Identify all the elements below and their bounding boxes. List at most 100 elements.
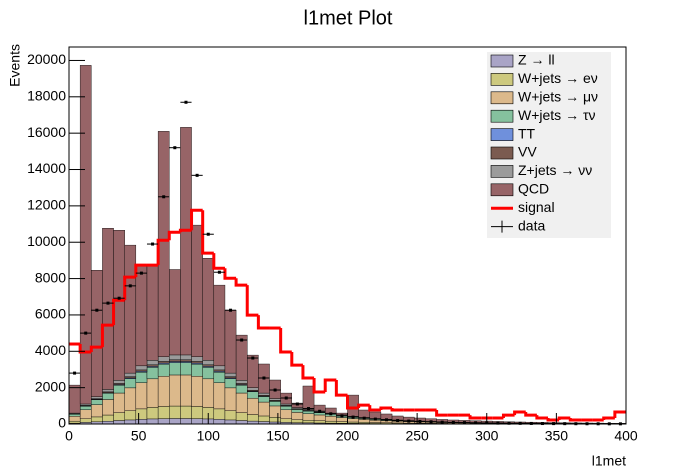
bar-segment [135, 369, 148, 372]
chart-title: l1met Plot [304, 7, 393, 29]
bar-segment [113, 420, 125, 425]
signal-step [557, 416, 571, 421]
data-point [151, 242, 155, 246]
legend-swatch [490, 73, 514, 86]
data-point [396, 419, 400, 423]
signal-step [156, 238, 170, 266]
data-point [195, 173, 199, 177]
bar-segment [68, 384, 81, 414]
bar-segment [157, 356, 170, 362]
bar-segment [202, 258, 215, 361]
bar-segment [191, 361, 203, 364]
bar-segment [191, 376, 203, 407]
data-point [507, 421, 511, 425]
bar-segment [291, 419, 304, 423]
legend-label: data [518, 217, 545, 233]
data-point [474, 421, 478, 425]
x-tick-label: 0 [65, 428, 73, 444]
bar-segment [157, 131, 170, 357]
bar-segment [235, 384, 248, 394]
bar-segment [79, 403, 92, 406]
legend: Z → ll W+jets → eν W+jets → μν W+jets → τν T… [487, 52, 611, 238]
signal-step [568, 418, 582, 422]
x-tick-label: 50 [131, 428, 147, 444]
bar-segment [113, 380, 125, 384]
legend-label: VV [518, 144, 537, 160]
bar-segment [146, 407, 159, 420]
data-point [162, 195, 166, 199]
x-tick-label: 250 [405, 428, 429, 444]
bar-segment [124, 378, 137, 389]
signal-step [123, 275, 136, 301]
bar-segment [358, 409, 370, 418]
bar-segment [202, 364, 215, 367]
data-point [373, 417, 377, 421]
data-point [284, 396, 288, 400]
bar-segment [135, 408, 148, 420]
legend-swatch [490, 128, 514, 141]
x-tick-label: 100 [197, 428, 221, 444]
data-point [340, 414, 344, 418]
bar-segment [124, 410, 137, 421]
bar-segment [124, 387, 137, 411]
bar-segment [180, 354, 192, 360]
bar-segment [247, 387, 259, 391]
data-point [273, 388, 277, 392]
legend-label: W+jets → μν [518, 89, 598, 105]
signal-step [89, 345, 103, 353]
bar-segment [336, 421, 348, 424]
signal-step [390, 408, 404, 412]
legend-swatch [490, 91, 514, 105]
bar-segment [302, 410, 315, 414]
bar-segment [280, 406, 293, 411]
bar-segment [157, 376, 170, 407]
bar-segment [291, 409, 304, 413]
y-tick-label: 8000 [35, 269, 66, 285]
x-tick-label: 200 [336, 428, 360, 444]
bar-segment [113, 392, 125, 413]
data-point [117, 296, 121, 300]
bar-segment [302, 420, 315, 424]
bar-segment [258, 396, 270, 403]
bar-segment [302, 413, 315, 421]
bar-segment [325, 420, 337, 424]
data-point [318, 409, 322, 413]
bar-segment [91, 404, 103, 418]
y-tick-label: 10000 [27, 233, 66, 249]
signal-step [301, 365, 315, 380]
bar-segment [213, 419, 226, 425]
data-point [462, 421, 466, 425]
bar-segment [169, 418, 181, 425]
bar-segment [124, 244, 137, 374]
bar-segment [169, 405, 181, 419]
data-point [128, 284, 132, 288]
signal-step [546, 418, 560, 422]
data-point [496, 421, 500, 425]
data-point [407, 419, 411, 423]
y-tick-label: 6000 [35, 306, 66, 322]
bar-segment [235, 392, 248, 413]
bar-segment [169, 354, 181, 360]
legend-label: W+jets → τν [518, 107, 596, 123]
bar-segment [235, 380, 248, 384]
y-tick-label: 12000 [27, 197, 66, 213]
signal-step [212, 253, 225, 270]
data-point [206, 232, 210, 236]
y-tick-label: 4000 [35, 342, 66, 358]
x-tick-label: 350 [545, 428, 569, 444]
bar-segment [224, 410, 237, 421]
bar-segment [135, 419, 148, 425]
bar-segment [191, 224, 203, 357]
legend-label: TT [518, 125, 536, 141]
data-point [451, 420, 455, 424]
data-point [73, 371, 77, 375]
signal-step [323, 378, 337, 393]
bar-segment [191, 418, 203, 425]
signal-step [513, 410, 526, 416]
signal-step [178, 228, 192, 233]
bar-segment [146, 367, 159, 380]
bar-segment [258, 392, 270, 396]
bar-segment [369, 411, 382, 419]
data-point [95, 308, 99, 312]
legend-swatch [490, 146, 514, 160]
